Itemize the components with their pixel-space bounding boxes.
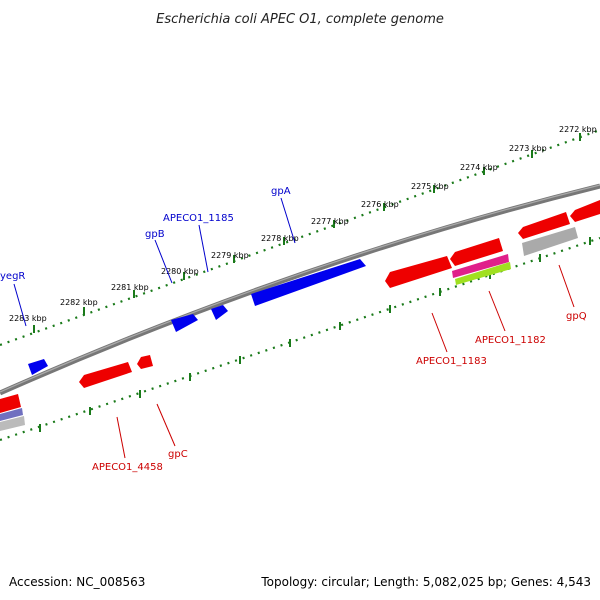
gene-gpQ[interactable] [522, 227, 578, 256]
kbp-label: 2281 kbp [111, 283, 149, 292]
gene-labels: yegR gpB APECO1_1185 gpA APECO1_4458 gpC… [0, 186, 587, 473]
kbp-label: 2272 kbp [559, 125, 597, 134]
kbp-label: 2274 kbp [460, 163, 498, 172]
label-APECO1_4458[interactable]: APECO1_4458 [92, 462, 163, 473]
kbp-label: 2276 kbp [361, 200, 399, 209]
label-APECO1_1182[interactable]: APECO1_1182 [475, 335, 546, 346]
major-ticks-outer [33, 133, 581, 333]
gene-unlabeled-1[interactable] [518, 212, 570, 239]
gene-APECO1_4458[interactable] [79, 362, 132, 388]
kbp-labels: 2272 kbp 2273 kbp 2274 kbp 2275 kbp 2276… [9, 125, 597, 323]
gene-APECO1_1185[interactable] [211, 305, 228, 320]
genome-backbone [0, 183, 600, 396]
kbp-label: 2282 kbp [60, 298, 98, 307]
kbp-label: 2278 kbp [261, 234, 299, 243]
kbp-label: 2275 kbp [411, 182, 449, 191]
other-features [0, 227, 578, 431]
label-APECO1_1185[interactable]: APECO1_1185 [163, 213, 234, 224]
map-title: Escherichia coli APEC O1, complete genom… [156, 12, 444, 27]
leader-gpA [280, 197, 296, 244]
label-gpQ[interactable]: gpQ [566, 311, 587, 322]
label-gpB[interactable]: gpB [145, 229, 165, 240]
feature-gray-left[interactable] [0, 416, 25, 431]
label-gpA[interactable]: gpA [271, 186, 291, 197]
gene-APECO1_1183[interactable] [385, 256, 452, 288]
kbp-label: 2273 kbp [509, 144, 547, 153]
kbp-label: 2280 kbp [161, 267, 199, 276]
gene-label-leaders [13, 197, 575, 459]
label-APECO1_1183[interactable]: APECO1_1183 [416, 356, 487, 367]
reverse-genes [0, 200, 600, 413]
gene-gpB[interactable] [171, 314, 198, 332]
feature-purple[interactable] [0, 408, 23, 421]
feature-magenta[interactable] [452, 254, 509, 278]
kbp-ruler-outer [0, 128, 600, 347]
leader-APECO1_1183 [431, 312, 448, 353]
gene-yegR[interactable] [28, 359, 48, 375]
gene-gpC[interactable] [137, 355, 153, 369]
leader-gpC [156, 403, 176, 447]
major-ticks-inner [39, 237, 591, 432]
forward-genes [28, 259, 366, 375]
label-gpC[interactable]: gpC [168, 449, 188, 460]
kbp-ruler-inner [0, 236, 600, 442]
gene-APECO1_1182[interactable] [450, 238, 503, 266]
kbp-label: 2279 kbp [211, 251, 249, 260]
leader-gpQ [558, 264, 575, 308]
leader-APECO1_1182 [488, 290, 506, 332]
gene-unlabeled-3[interactable] [0, 394, 21, 413]
accession-text: Accession: NC_008563 [9, 575, 145, 589]
leader-yegR [13, 283, 27, 327]
leader-APECO1_4458 [116, 416, 126, 459]
leader-APECO1_1185 [198, 224, 209, 273]
kbp-label: 2277 kbp [311, 217, 349, 226]
gene-gpA[interactable] [251, 259, 366, 306]
kbp-label: 2283 kbp [9, 314, 47, 323]
gene-unlabeled-2[interactable] [570, 200, 600, 222]
label-yegR[interactable]: yegR [0, 271, 25, 282]
feature-green[interactable] [455, 262, 511, 285]
leader-gpB [154, 239, 173, 284]
genome-backbone-highlight [0, 184, 600, 393]
genome-summary-text: Topology: circular; Length: 5,082,025 bp… [260, 575, 591, 589]
